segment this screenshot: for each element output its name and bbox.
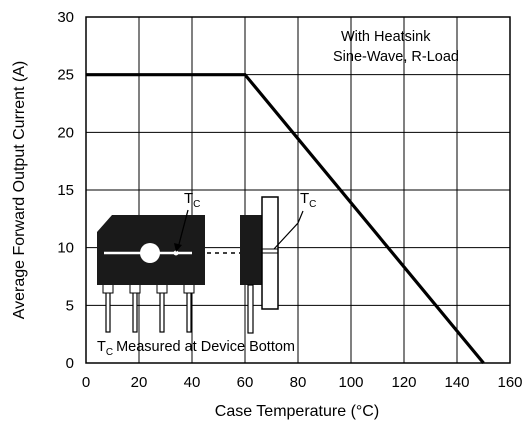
tc-side-leader [273,210,304,250]
condition-line-1: With Heatsink [341,29,431,45]
y-tick-label-30: 30 [57,9,74,26]
tc-label-front: TC [184,190,200,210]
x-tick-label-80: 80 [290,374,307,391]
x-tick-label-40: 40 [184,374,201,391]
y-tick-label-5: 5 [66,297,74,314]
device-mounting-hole [140,243,160,263]
y-tick-label-15: 15 [57,182,74,199]
y-axis-title: Average Forward Output Current (A) [11,61,28,319]
device-collar-3 [156,283,168,294]
grid [86,17,510,363]
x-tick-label-60: 60 [237,374,254,391]
y-tick-label-0: 0 [66,355,74,372]
x-tick-label-0: 0 [82,374,90,391]
x-tick-label-100: 100 [338,374,363,391]
x-tick-label-140: 140 [444,374,469,391]
series [86,73,485,365]
x-tick-label-160: 160 [497,374,522,391]
plot-frame [85,16,511,364]
device-collar-2 [129,283,141,294]
tick-labels: 0 20 40 60 80 100 120 140 160 0 5 10 15 20 25 30 [57,9,522,391]
device-front-view [97,209,205,333]
tc-point [173,250,179,256]
device-illustration: TC TC TC Measured at Device Bottom [97,190,316,358]
device-collar-1 [102,283,114,294]
x-tick-label-120: 120 [391,374,416,391]
y-tick-label-20: 20 [57,124,74,141]
y-tick-label-10: 10 [57,240,74,257]
device-side-leg [247,284,254,334]
tc-note: TC Measured at Device Bottom [97,339,295,358]
x-axis-title: Case Temperature (°C) [215,403,379,420]
tc-arrow-head [174,243,182,252]
device-collar-4 [183,283,195,294]
device-side-body [240,215,262,285]
y-tick-label-25: 25 [57,67,74,84]
tc-label-side: TC [300,190,316,210]
device-side-view [240,196,304,334]
tc-arrow-line [177,209,189,249]
x-tick-label-20: 20 [131,374,148,391]
condition-line-2: Sine-Wave, R-Load [333,49,459,65]
derating-curve-0 [86,73,485,365]
